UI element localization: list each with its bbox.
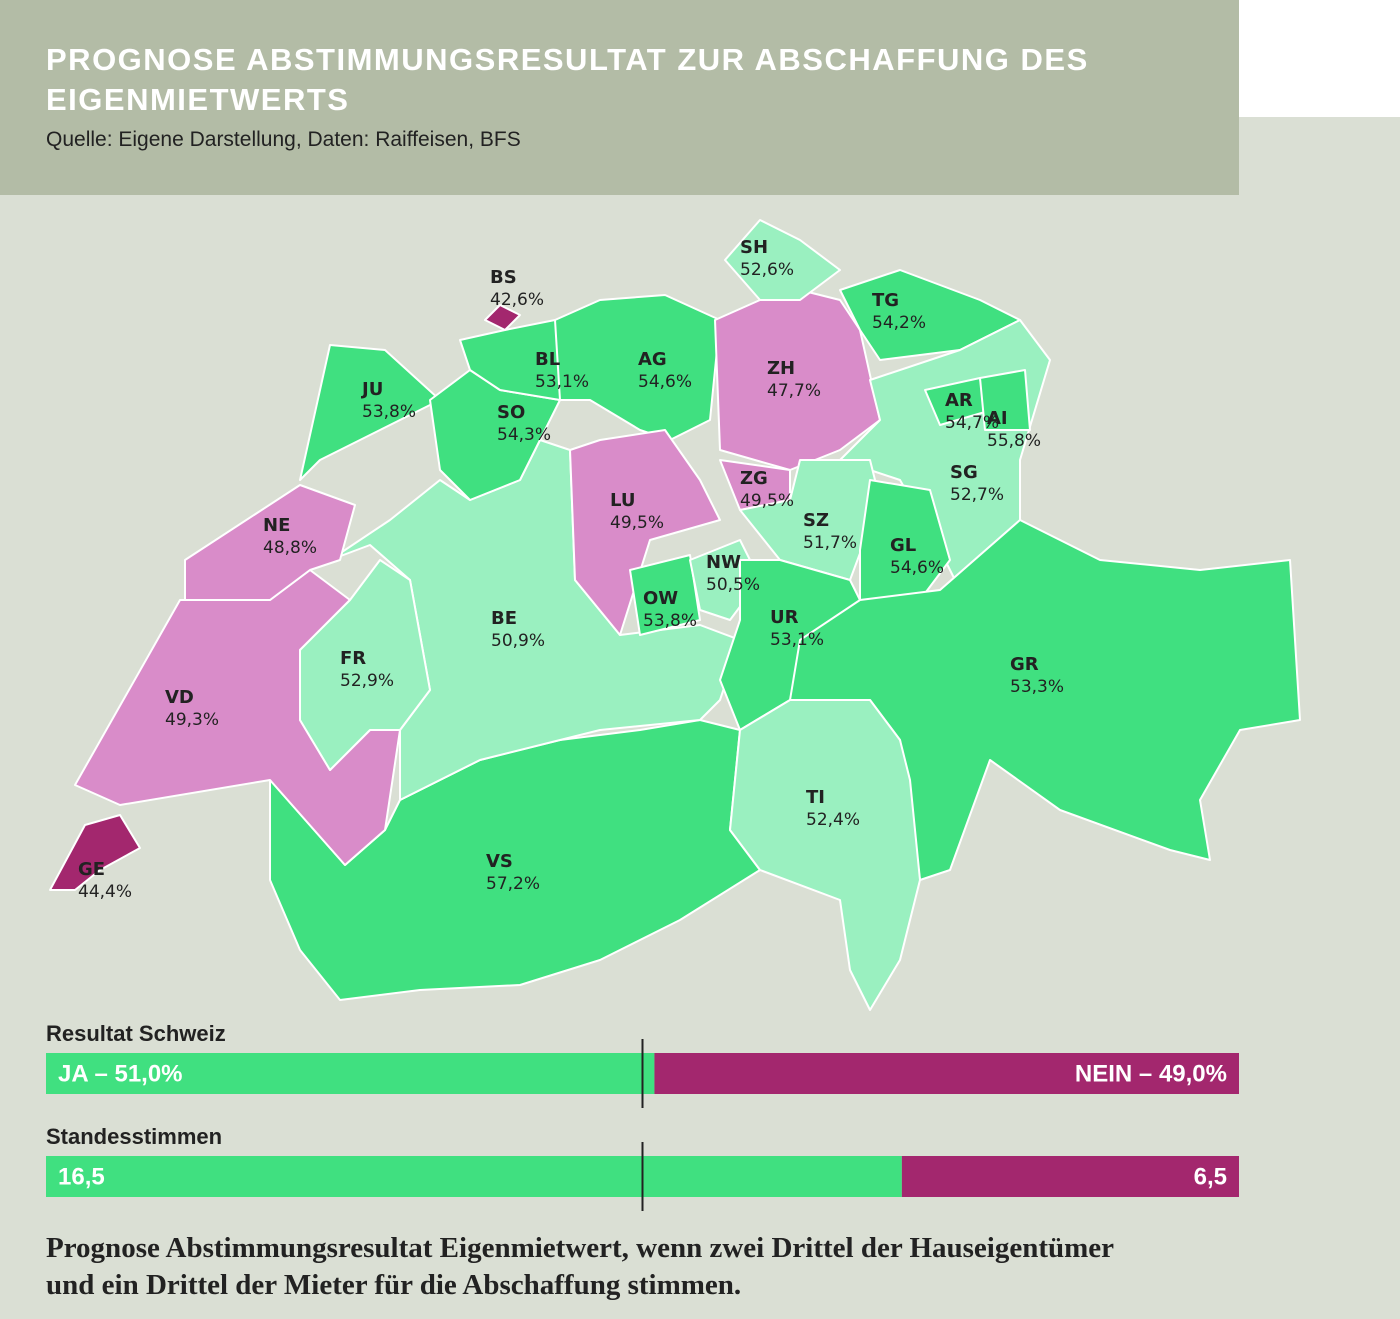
canton-code: AG (638, 349, 667, 370)
canton (569, 429, 721, 636)
bar-value-label: JA – 51,0% (58, 1060, 183, 1087)
canton-value: 54,3% (497, 425, 551, 445)
canton-code: NW (706, 552, 741, 573)
bar-segment (46, 1156, 902, 1197)
canton-code: SO (497, 402, 525, 423)
canton (979, 369, 1031, 431)
bar-segment (654, 1053, 1239, 1094)
canton-value: 49,5% (740, 491, 794, 511)
canton (184, 484, 356, 601)
canton-code: FR (340, 648, 366, 669)
canton (724, 219, 841, 301)
canton-value: 54,6% (890, 558, 944, 578)
canton-value: 53,1% (770, 630, 824, 650)
canton (49, 814, 141, 891)
bar-value-label: 16,5 (58, 1163, 105, 1190)
bar-value-label: NEIN – 49,0% (1075, 1060, 1227, 1087)
canton-value: 53,8% (362, 402, 416, 422)
corner (1239, 0, 1400, 117)
canton-value: 52,9% (340, 671, 394, 691)
canton-value: 51,7% (803, 533, 857, 553)
canton-code: AI (987, 408, 1008, 429)
canton-code: ZH (767, 358, 795, 379)
canton-value: 52,6% (740, 260, 794, 280)
canton-value: 55,8% (987, 431, 1041, 451)
canton-value: 50,9% (491, 631, 545, 651)
canton-code: GR (1010, 654, 1039, 675)
bar-segment (46, 1053, 655, 1094)
canton-code: BS (490, 267, 517, 288)
canton-code: ZG (740, 468, 768, 489)
canton-value: 53,8% (643, 611, 697, 631)
header (0, 0, 1239, 195)
canton-value: 53,1% (535, 372, 589, 392)
canton (554, 294, 721, 441)
canton-code: BE (491, 608, 517, 629)
canton-code: GE (78, 859, 105, 880)
canton-code: SG (950, 462, 978, 483)
canton-code: TG (872, 290, 899, 311)
canton-value: 50,5% (706, 575, 760, 595)
canton-value: 42,6% (490, 290, 544, 310)
canton-value: 49,3% (165, 710, 219, 730)
bar-segment (901, 1156, 1239, 1197)
canton-value: 53,3% (1010, 677, 1064, 697)
canton-code: AR (945, 390, 973, 411)
canton-code: VD (165, 687, 194, 708)
canton-code: SZ (803, 510, 829, 531)
source: Quelle: Eigene Darstellung, Daten: Raiff… (46, 128, 521, 151)
canton (299, 559, 431, 771)
canton-code: UR (770, 607, 799, 628)
canton-value: 54,6% (638, 372, 692, 392)
canton (484, 304, 521, 331)
canton-code: TI (806, 787, 825, 808)
canton-code: NE (263, 515, 290, 536)
canton-value: 52,4% (806, 810, 860, 830)
canton-code: SH (740, 237, 768, 258)
canton-value: 44,4% (78, 882, 132, 902)
canton (629, 554, 701, 636)
canton-value: 57,2% (486, 874, 540, 894)
bar-label: Standesstimmen (46, 1124, 222, 1149)
canton-code: GL (890, 535, 916, 556)
canton-code: VS (486, 851, 513, 872)
canton-code: BL (535, 349, 560, 370)
canton-value: 49,5% (610, 513, 664, 533)
canton-value: 47,7% (767, 381, 821, 401)
caption: Prognose Abstimmungsresultat Eigenmietwe… (46, 1232, 1114, 1301)
canton-value: 48,8% (263, 538, 317, 558)
canton-value: 52,7% (950, 485, 1004, 505)
canton-code: JU (360, 379, 383, 400)
bar-label: Resultat Schweiz (46, 1021, 226, 1046)
canton-value: 54,2% (872, 313, 926, 333)
title: PROGNOSE ABSTIMMUNGSRESULTAT ZUR ABSCHAF… (46, 42, 1089, 117)
canton-value: 54,7% (945, 413, 999, 433)
canton (729, 699, 921, 1011)
canton-code: LU (610, 490, 635, 511)
bar-value-label: 6,5 (1194, 1163, 1227, 1190)
canton-code: OW (643, 588, 678, 609)
